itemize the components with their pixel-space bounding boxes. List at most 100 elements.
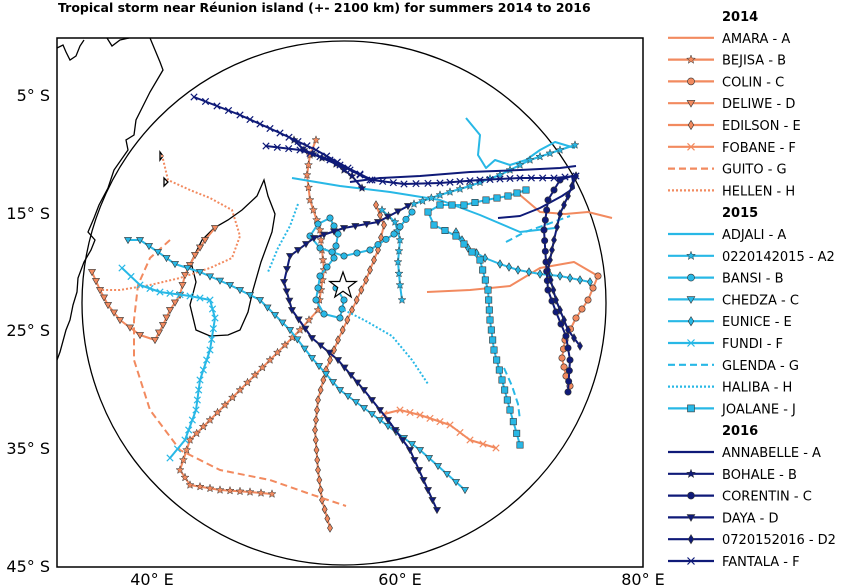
x-tick-label: 40° E — [130, 570, 174, 588]
storm-track — [558, 272, 602, 390]
radius-circle — [81, 40, 607, 566]
track-markers-star — [175, 135, 329, 498]
legend-marker-square — [687, 404, 695, 413]
legend-label: HALIBA - H — [722, 381, 792, 396]
y-axis: 5° S 15° S 25° S 35° S 45° S — [6, 86, 50, 576]
legend-marker-tri-down — [686, 296, 696, 304]
legend-item: GLENDA - G — [668, 359, 799, 374]
legend: 2014 AMARA - A BEJISA - B COLIN - C DELIWE -… — [668, 10, 836, 570]
legend-item: JOALANE - J — [668, 402, 796, 417]
legend-label: CORENTIN - C — [722, 490, 812, 505]
legend-year-heading: 2014 — [722, 10, 758, 25]
legend-item: 0220142015 - A2 — [668, 250, 835, 265]
map-title: Tropical storm near Réunion island (+- 2… — [58, 0, 591, 15]
track-markers-diamond — [545, 171, 583, 351]
legend-item: DAYA - D — [668, 511, 778, 526]
x-tick-label: 60° E — [378, 570, 422, 588]
legend-item: 0720152016 - D2 — [668, 533, 836, 548]
storm-track — [380, 406, 500, 452]
legend-item: HELLEN - H — [668, 184, 795, 199]
track-line — [193, 96, 577, 185]
track-markers-diamond — [312, 200, 387, 533]
legend-marker-star — [686, 54, 696, 64]
y-tick-label: 15° S — [6, 204, 50, 223]
legend-marker-star — [686, 250, 696, 261]
legend-label: GLENDA - G — [722, 359, 799, 374]
track-markers-x — [190, 93, 580, 188]
legend-label: DAYA - D — [722, 511, 778, 526]
legend-label: COLIN - C — [722, 75, 784, 90]
legend-item: EDILSON - E — [668, 119, 801, 134]
x-axis: 40° E 60° E 80° E — [130, 570, 665, 588]
legend-item: ADJALI - A — [668, 228, 786, 243]
storm-track — [545, 171, 583, 351]
comoros-island-2 — [163, 176, 169, 188]
legend-label: EUNICE - E — [722, 315, 792, 330]
track-line — [519, 194, 613, 219]
storm-track — [306, 208, 416, 322]
storm-track — [100, 154, 241, 291]
legend-label: AMARA - A — [722, 32, 790, 47]
legend-label: ADJALI - A — [722, 228, 786, 243]
track-markers-tri-down — [279, 203, 442, 515]
legend-label: FANTALA - F — [722, 555, 800, 570]
legend-label: BOHALE - B — [722, 468, 797, 483]
track-line — [426, 261, 599, 293]
y-tick-label: 35° S — [6, 439, 50, 458]
storm-track — [87, 225, 220, 345]
legend-label: FUNDI - F — [722, 337, 783, 352]
legend-item: COLIN - C — [668, 75, 784, 90]
legend-item: ANNABELLE - A — [668, 446, 821, 461]
plot-frame — [56, 37, 644, 568]
track-line — [349, 165, 577, 183]
legend-label: CHEDZA - C — [722, 293, 799, 308]
storm-track — [190, 93, 580, 188]
storm-track — [503, 367, 521, 421]
storm-track — [349, 165, 577, 183]
legend-label: JOALANE - J — [721, 402, 796, 417]
legend-marker-x — [687, 557, 695, 565]
legend-item: BOHALE - B — [668, 468, 797, 483]
legend-marker-circle — [687, 77, 695, 86]
storm-track — [519, 194, 613, 219]
track-line — [291, 177, 556, 233]
x-tick-label: 80° E — [621, 570, 665, 588]
y-tick-label: 25° S — [6, 321, 50, 340]
legend-label: 0720152016 - D2 — [722, 533, 836, 548]
track-line — [465, 117, 576, 169]
track-line — [267, 203, 299, 273]
africa-coastline — [57, 38, 164, 361]
storm-track — [426, 261, 599, 293]
coastlines — [57, 38, 276, 361]
legend-label: BANSI - B — [722, 272, 784, 287]
legend-item: EUNICE - E — [668, 315, 792, 330]
track-markers-x — [380, 406, 500, 452]
legend-marker-x — [687, 339, 695, 347]
legend-marker-circle — [687, 273, 695, 282]
legend-item: FUNDI - F — [668, 337, 783, 352]
track-markers-tri-down — [87, 225, 220, 345]
track-markers-x — [118, 264, 219, 462]
legend-label: GUITO - G — [722, 163, 787, 178]
track-line — [100, 154, 241, 291]
storm-track — [424, 186, 530, 449]
storm-track — [540, 176, 574, 396]
track-markers-tri-down — [123, 237, 470, 495]
legend-item: GUITO - G — [668, 163, 787, 178]
legend-marker-diamond — [687, 119, 695, 131]
track-line — [133, 239, 347, 507]
legend-item: CORENTIN - C — [668, 490, 812, 505]
legend-item: CHEDZA - C — [668, 293, 799, 308]
y-tick-label: 5° S — [17, 86, 50, 105]
track-line — [503, 367, 521, 421]
legend-item: HALIBA - H — [668, 381, 792, 396]
legend-marker-diamond — [687, 534, 695, 545]
storm-track — [175, 135, 329, 498]
legend-item: BANSI - B — [668, 272, 784, 287]
legend-marker-x — [687, 142, 695, 151]
storm-track — [465, 117, 576, 169]
track-markers-x — [262, 142, 374, 184]
track-line — [547, 175, 581, 347]
track-markers-circle — [540, 176, 574, 396]
